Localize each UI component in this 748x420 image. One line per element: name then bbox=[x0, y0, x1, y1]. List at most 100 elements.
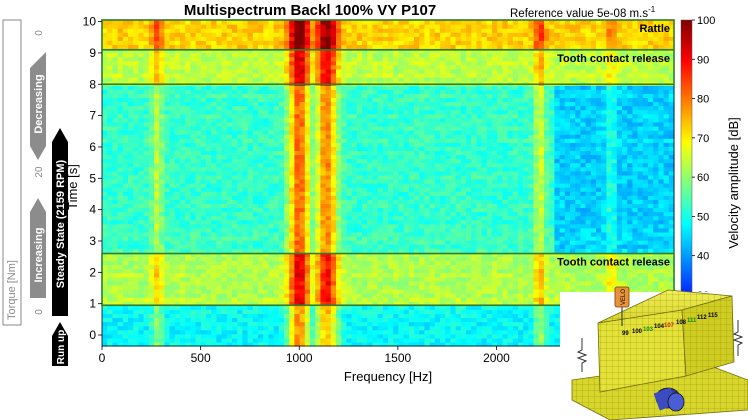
heatmap-cell bbox=[528, 195, 535, 200]
heatmap-cell bbox=[336, 288, 342, 294]
heatmap-cell bbox=[221, 191, 228, 196]
heatmap-cell bbox=[117, 231, 124, 237]
heatmap-cell bbox=[388, 166, 394, 172]
heatmap-cell bbox=[221, 178, 228, 184]
heatmap-cell bbox=[507, 244, 514, 249]
heatmap-cell bbox=[434, 244, 441, 249]
heatmap-cell bbox=[159, 248, 165, 253]
heatmap-cell bbox=[580, 272, 587, 278]
heatmap-cell bbox=[512, 187, 519, 192]
heatmap-cell bbox=[642, 235, 649, 241]
heatmap-cell bbox=[310, 321, 316, 327]
heatmap-cell bbox=[601, 235, 607, 241]
heatmap-cell bbox=[403, 337, 410, 343]
heatmap-cell bbox=[273, 325, 280, 331]
heatmap-cell bbox=[460, 256, 467, 262]
heatmap-cell bbox=[185, 284, 191, 290]
heatmap-cell bbox=[596, 199, 602, 204]
heatmap-cell bbox=[232, 223, 238, 229]
heatmap-cell bbox=[668, 199, 675, 204]
heatmap-cell bbox=[486, 337, 493, 343]
heatmap-cell bbox=[232, 301, 238, 306]
heatmap-cell bbox=[294, 211, 301, 217]
heatmap-cell bbox=[424, 264, 431, 270]
heatmap-cell bbox=[408, 325, 415, 331]
heatmap-cell bbox=[627, 240, 633, 245]
heatmap-cell bbox=[575, 166, 581, 172]
heatmap-cell bbox=[356, 178, 363, 184]
heatmap-cell bbox=[289, 183, 295, 188]
heatmap-cell bbox=[497, 211, 503, 217]
heatmap-cell bbox=[263, 240, 269, 245]
heatmap-cell bbox=[590, 183, 597, 188]
heatmap-cell bbox=[304, 170, 311, 176]
heatmap-cell bbox=[590, 288, 597, 294]
heatmap-cell bbox=[414, 207, 420, 213]
heatmap-cell bbox=[533, 301, 540, 306]
heatmap-cell bbox=[190, 309, 197, 314]
heatmap-cell bbox=[580, 195, 587, 200]
heatmap-cell bbox=[533, 227, 540, 233]
heatmap-cell bbox=[325, 329, 332, 335]
heatmap-cell bbox=[398, 174, 405, 180]
heatmap-cell bbox=[434, 272, 441, 278]
heatmap-cell bbox=[211, 215, 217, 221]
heatmap-cell bbox=[148, 341, 155, 347]
heatmap-cell bbox=[512, 341, 519, 347]
heatmap-cell bbox=[351, 211, 358, 217]
heatmap-cell bbox=[263, 301, 269, 306]
heatmap-cell bbox=[107, 178, 113, 184]
heatmap-cell bbox=[533, 162, 540, 168]
heatmap-cell bbox=[346, 178, 353, 184]
heatmap-cell bbox=[330, 301, 337, 306]
heatmap-cell bbox=[258, 276, 264, 282]
heatmap-cell bbox=[242, 207, 249, 213]
heatmap-cell bbox=[663, 207, 670, 213]
heatmap-cell bbox=[481, 195, 488, 200]
heatmap-cell bbox=[445, 313, 451, 319]
heatmap-cell bbox=[117, 268, 124, 274]
heatmap-cell bbox=[330, 244, 337, 249]
heatmap-cell bbox=[388, 252, 394, 257]
heatmap-cell bbox=[653, 223, 659, 229]
heatmap-cell bbox=[367, 211, 373, 217]
heatmap-cell bbox=[502, 264, 509, 270]
heatmap-cell bbox=[242, 191, 249, 196]
heatmap-cell bbox=[268, 211, 275, 217]
heatmap-cell bbox=[408, 231, 415, 237]
heatmap-cell bbox=[159, 223, 165, 229]
heatmap-cell bbox=[294, 329, 301, 335]
heatmap-cell bbox=[356, 264, 363, 270]
heatmap-cell bbox=[226, 268, 233, 274]
heatmap-cell bbox=[486, 211, 493, 217]
heatmap-cell bbox=[637, 264, 644, 270]
heatmap-cell bbox=[627, 235, 633, 241]
heatmap-cell bbox=[622, 211, 628, 217]
heatmap-cell bbox=[122, 195, 129, 200]
heatmap-cell bbox=[476, 244, 483, 249]
heatmap-cell bbox=[382, 256, 389, 262]
heatmap-cell bbox=[154, 170, 160, 176]
heatmap-cell bbox=[237, 288, 243, 294]
heatmap-cell bbox=[528, 203, 535, 209]
heatmap-cell bbox=[174, 333, 181, 339]
heatmap-cell bbox=[284, 256, 290, 262]
heatmap-cell bbox=[549, 174, 555, 180]
heatmap-cell bbox=[304, 297, 311, 302]
heatmap-cell bbox=[112, 203, 119, 209]
heatmap-cell bbox=[570, 264, 576, 270]
heatmap-cell bbox=[341, 252, 347, 257]
heatmap-cell bbox=[466, 317, 472, 323]
heatmap-cell bbox=[533, 223, 540, 229]
heatmap-cell bbox=[133, 268, 139, 274]
heatmap-cell bbox=[518, 211, 524, 217]
heatmap-cell bbox=[440, 297, 446, 302]
heatmap-cell bbox=[414, 301, 420, 306]
heatmap-cell bbox=[382, 252, 389, 257]
heatmap-cell bbox=[341, 309, 347, 314]
heatmap-cell bbox=[232, 174, 238, 180]
heatmap-cell bbox=[549, 162, 555, 168]
heatmap-cell bbox=[325, 313, 332, 319]
heatmap-cell bbox=[419, 284, 425, 290]
heatmap-cell bbox=[622, 191, 628, 196]
